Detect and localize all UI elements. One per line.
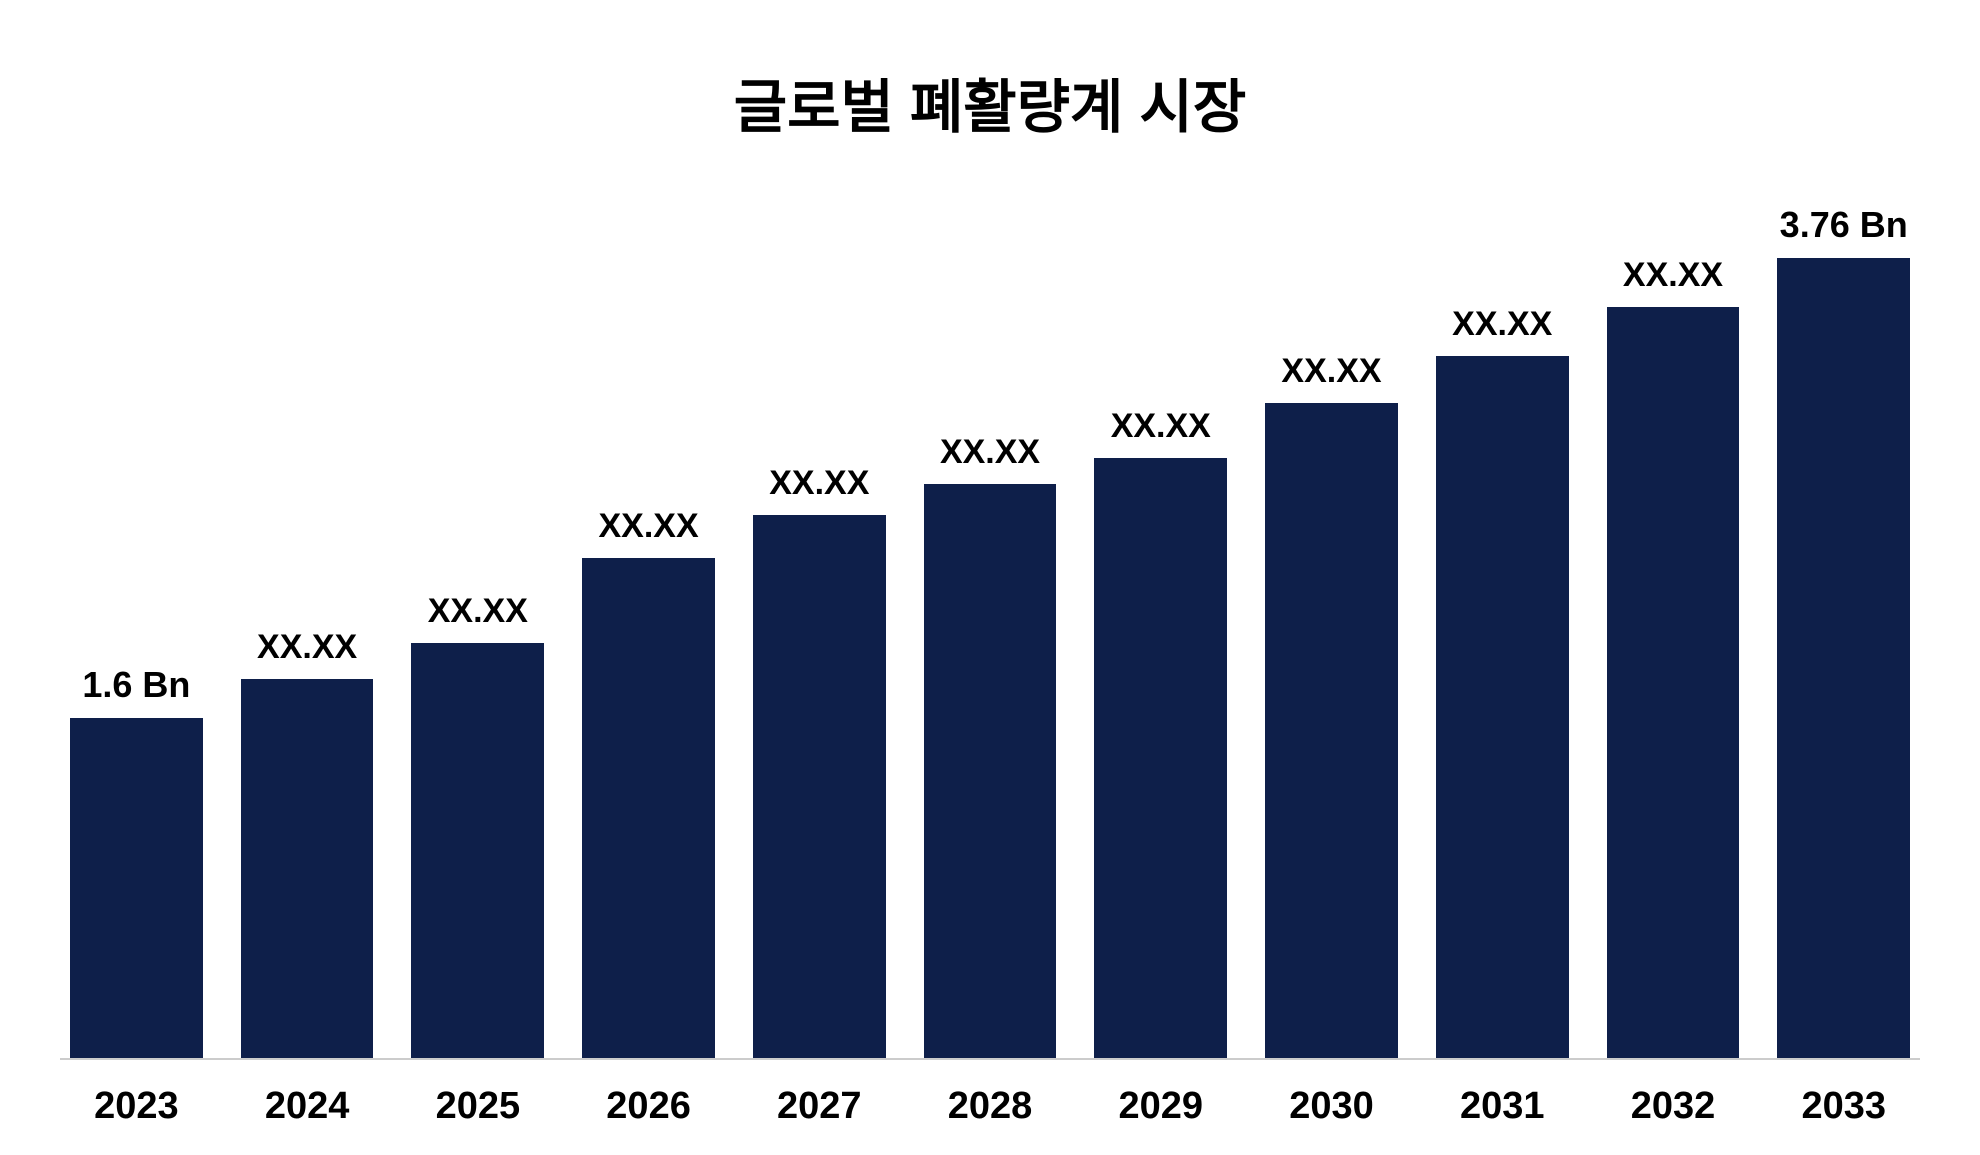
- bar-column: 1.6 Bn: [70, 204, 203, 1058]
- bars-area: 1.6 Bn XX.XX XX.XX XX.XX XX.XX XX.XX XX.XX XX.X…: [60, 204, 1920, 1060]
- bar-value-label: XX.XX: [769, 464, 869, 503]
- x-axis-label: 2025: [411, 1085, 544, 1128]
- bar-value-label: XX.XX: [257, 628, 357, 667]
- bar-rect: [1777, 258, 1910, 1058]
- bar-column: XX.XX: [241, 204, 374, 1058]
- bar-column: XX.XX: [753, 204, 886, 1058]
- bar-column: XX.XX: [411, 204, 544, 1058]
- bar-rect: [924, 484, 1057, 1058]
- bar-rect: [582, 558, 715, 1058]
- x-axis-label: 2023: [70, 1085, 203, 1128]
- bar-column: 3.76 Bn: [1777, 204, 1910, 1058]
- bar-rect: [753, 515, 886, 1058]
- bar-value-label: XX.XX: [1111, 407, 1211, 446]
- bar-rect: [1607, 307, 1740, 1058]
- bar-value-label: XX.XX: [598, 507, 698, 546]
- x-axis-label: 2033: [1777, 1085, 1910, 1128]
- x-axis: 2023 2024 2025 2026 2027 2028 2029 2030 2031 2032…: [60, 1085, 1920, 1128]
- bar-rect: [1265, 403, 1398, 1058]
- bar-value-label: XX.XX: [428, 592, 528, 631]
- chart-container: 1.6 Bn XX.XX XX.XX XX.XX XX.XX XX.XX XX.XX XX.X…: [60, 204, 1920, 1128]
- x-axis-label: 2028: [924, 1085, 1057, 1128]
- bar-column: XX.XX: [1094, 204, 1227, 1058]
- bar-value-label: 1.6 Bn: [82, 664, 190, 706]
- chart-title: 글로벌 폐활량계 시장: [60, 60, 1920, 144]
- bar-column: XX.XX: [1607, 204, 1740, 1058]
- bar-rect: [241, 679, 374, 1058]
- bar-column: XX.XX: [924, 204, 1057, 1058]
- bar-column: XX.XX: [582, 204, 715, 1058]
- x-axis-label: 2027: [753, 1085, 886, 1128]
- bar-column: XX.XX: [1436, 204, 1569, 1058]
- bar-value-label: XX.XX: [1281, 352, 1381, 391]
- bar-rect: [70, 718, 203, 1058]
- x-axis-label: 2029: [1094, 1085, 1227, 1128]
- bar-rect: [411, 643, 544, 1058]
- bar-value-label: XX.XX: [1623, 256, 1723, 295]
- x-axis-label: 2026: [582, 1085, 715, 1128]
- bar-rect: [1094, 458, 1227, 1058]
- x-axis-label: 2030: [1265, 1085, 1398, 1128]
- x-axis-label: 2032: [1607, 1085, 1740, 1128]
- x-axis-label: 2024: [241, 1085, 374, 1128]
- bar-rect: [1436, 356, 1569, 1058]
- bar-column: XX.XX: [1265, 204, 1398, 1058]
- bar-value-label: XX.XX: [940, 433, 1040, 472]
- bar-value-label: 3.76 Bn: [1780, 204, 1908, 246]
- bar-value-label: XX.XX: [1452, 305, 1552, 344]
- x-axis-label: 2031: [1436, 1085, 1569, 1128]
